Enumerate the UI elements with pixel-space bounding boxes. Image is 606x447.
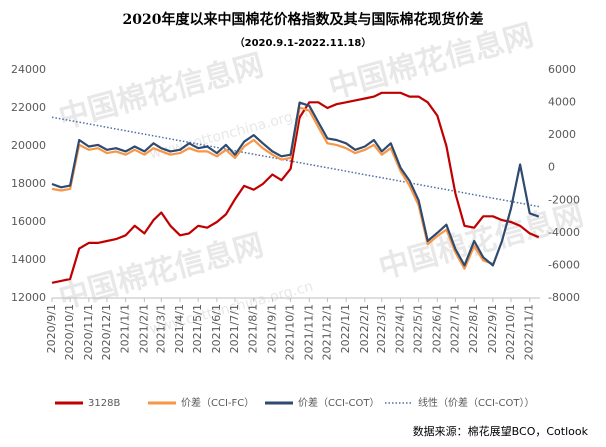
y-tick-label: 22000 <box>11 101 46 114</box>
x-tick-label: 2021/6/1 <box>210 304 223 353</box>
x-tick-label: 2020/9/1 <box>45 304 58 353</box>
x-tick-label: 2022/11/1 <box>523 304 536 360</box>
series-line <box>51 116 541 208</box>
x-tick-label: 2020/10/1 <box>63 304 76 360</box>
watermark: 中国棉花信息网 <box>325 18 537 106</box>
x-tick-label: 2022/2/1 <box>358 304 371 353</box>
y2-tick-label: 6000 <box>548 63 576 76</box>
x-tick-label: 2022/5/1 <box>412 304 425 353</box>
x-tick-label: 2022/3/1 <box>375 304 388 353</box>
x-tick-label: 2021/1/1 <box>119 304 132 353</box>
watermark: 中国棉花信息网 <box>55 48 267 136</box>
y2-tick-label: 0 <box>548 161 555 174</box>
legend-label: 3128B <box>88 398 120 409</box>
chart-subtitle: （2020.9.1-2022.11.18） <box>235 36 372 49</box>
y2-tick-label: -2000 <box>548 193 580 206</box>
legend-label: 线性（价差（CCI-COT）） <box>418 396 534 409</box>
y-tick-label: 18000 <box>11 177 46 190</box>
chart-title: 2020年度以来中国棉花价格指数及其与国际棉花现货价差 <box>123 11 484 28</box>
x-tick-label: 2022/1/1 <box>339 304 352 353</box>
x-tick-label: 2021/9/1 <box>265 304 278 353</box>
x-tick-label: 2021/8/1 <box>247 304 260 353</box>
y2-tick-label: -8000 <box>548 291 580 304</box>
y2-tick-label: 4000 <box>548 96 576 109</box>
y-tick-label: 24000 <box>11 63 46 76</box>
x-tick-label: 2021/12/1 <box>320 304 333 360</box>
x-tick-label: 2021/5/1 <box>191 304 204 353</box>
y2-tick-label: -4000 <box>548 226 580 239</box>
x-tick-label: 2021/11/1 <box>302 304 315 360</box>
x-tick-label: 2021/10/1 <box>284 304 297 360</box>
x-tick-label: 2021/2/1 <box>137 304 150 353</box>
x-tick-label: 2022/8/1 <box>467 304 480 353</box>
x-tick-label: 2022/9/1 <box>486 304 499 353</box>
y-tick-label: 20000 <box>11 139 46 152</box>
x-tick-label: 2020/11/1 <box>82 304 95 360</box>
series-line <box>51 101 540 267</box>
x-tick-label: 2022/7/1 <box>448 304 461 353</box>
y2-tick-label: -6000 <box>548 258 580 271</box>
series-line <box>51 91 540 284</box>
y2-tick-label: 2000 <box>548 128 576 141</box>
watermark: 中国棉花信息网 <box>375 198 587 286</box>
legend-label: 价差（CCI-FC） <box>181 396 254 409</box>
y-tick-label: 12000 <box>11 291 46 304</box>
y-tick-label: 16000 <box>11 215 46 228</box>
series-line <box>51 106 494 270</box>
x-tick-label: 2022/4/1 <box>393 304 406 353</box>
source-note: 数据来源：棉花展望BCO，Cotlook <box>413 424 589 438</box>
legend-label: 价差（CCI-COT） <box>298 396 379 409</box>
x-tick-label: 2022/10/1 <box>504 304 517 360</box>
x-tick-label: 2021/7/1 <box>228 304 241 353</box>
x-tick-label: 2020/12/1 <box>100 304 113 360</box>
x-tick-label: 2021/4/1 <box>173 304 186 353</box>
y-tick-label: 14000 <box>11 253 46 266</box>
x-tick-label: 2022/6/1 <box>430 304 443 353</box>
x-tick-label: 2021/3/1 <box>154 304 167 353</box>
